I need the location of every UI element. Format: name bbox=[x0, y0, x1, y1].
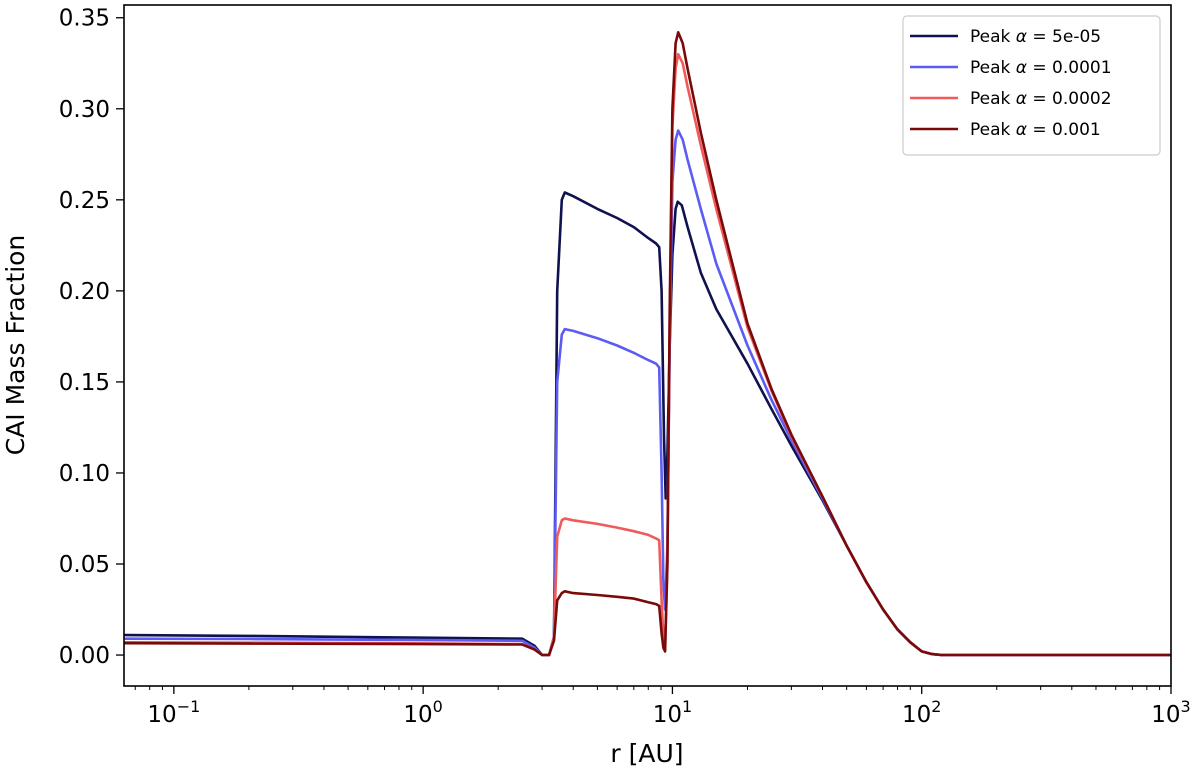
plot-frame bbox=[123, 4, 1172, 687]
y-tick-label-3: 0.15 bbox=[59, 370, 110, 396]
x-tick-label-4: 103 bbox=[1151, 697, 1190, 728]
y-tick-label-6: 0.30 bbox=[59, 97, 110, 123]
y-tick-label-4: 0.20 bbox=[59, 279, 110, 305]
y-tick-label-2: 0.10 bbox=[59, 461, 110, 487]
y-tick-label-7: 0.35 bbox=[59, 6, 110, 32]
x-tick-label-1: 100 bbox=[403, 697, 442, 728]
series-line-1 bbox=[124, 129, 1171, 657]
y-axis-label: CAI Mass Fraction bbox=[1, 235, 30, 456]
legend-label-3: Peak α = 0.001 bbox=[970, 120, 1101, 140]
y-tick-label-5: 0.25 bbox=[59, 188, 110, 214]
x-axis: 10−1 100 101 102 103 bbox=[134, 686, 1191, 728]
series-line-3 bbox=[124, 30, 1171, 657]
y-tick-label-0: 0.00 bbox=[59, 643, 110, 669]
legend-box bbox=[902, 15, 1161, 156]
legend-label-1: Peak α = 0.0001 bbox=[970, 58, 1112, 78]
x-axis-label: r [AU] bbox=[610, 739, 683, 768]
legend: Peak α = 5e-05 Peak α = 0.0001 Peak α = 0.… bbox=[902, 15, 1161, 156]
y-tick-label-1: 0.05 bbox=[59, 552, 110, 578]
x-tick-label-3: 102 bbox=[902, 697, 941, 728]
legend-label-2: Peak α = 0.0002 bbox=[970, 89, 1112, 109]
series-layer bbox=[124, 30, 1171, 657]
series-line-0 bbox=[124, 191, 1171, 657]
x-tick-label-0: 10−1 bbox=[147, 697, 200, 728]
legend-label-0: Peak α = 5e-05 bbox=[970, 27, 1101, 47]
x-tick-label-2: 101 bbox=[653, 697, 692, 728]
y-axis: 0.00 0.05 0.10 0.15 0.20 0.25 0.30 0.35 bbox=[59, 6, 124, 669]
